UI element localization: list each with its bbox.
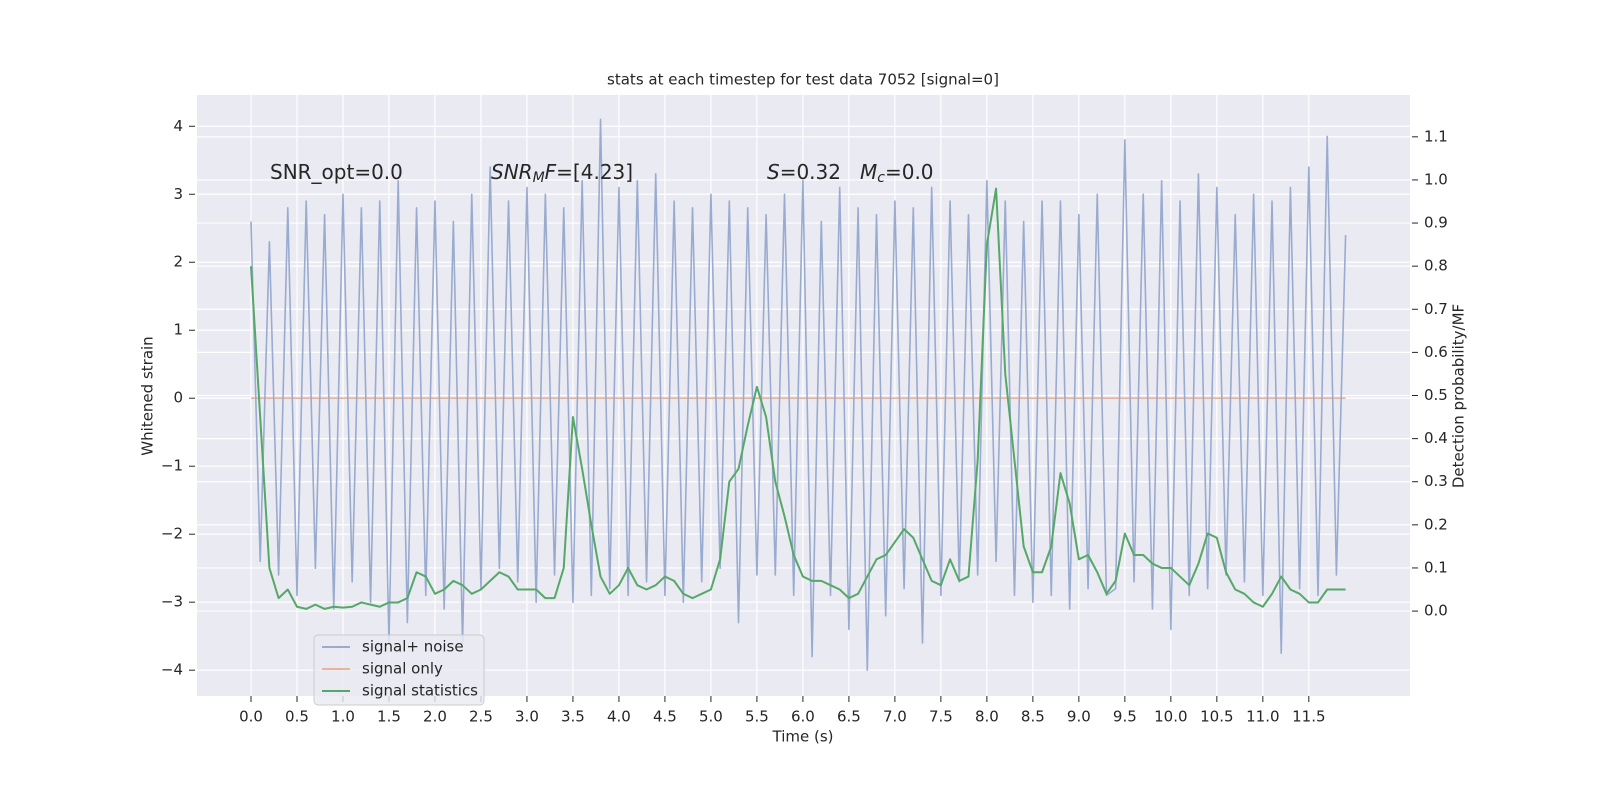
y2-tick-label: 0.1 [1424, 558, 1448, 576]
y-axis-label: Whitened strain [139, 336, 157, 455]
annotation-part: =0.0 [885, 160, 934, 184]
y-tick-label: 3 [173, 185, 183, 203]
y2-tick-label: 0.6 [1424, 343, 1448, 361]
x-tick-label: 0.0 [239, 708, 263, 726]
y-tick-label: 4 [173, 117, 183, 135]
series-line [249, 187, 1346, 610]
x-tick-label: 5.0 [699, 708, 723, 726]
y2-axis-label: Detection probability/MF [1450, 304, 1468, 488]
y2-tick-label: 0.2 [1424, 515, 1448, 533]
annotation-part: S [767, 160, 780, 184]
x-tick-label: 10.5 [1200, 708, 1233, 726]
annotation: Mc=0.0 [860, 160, 934, 187]
annotation-part: M [860, 160, 877, 184]
x-tick-label: 2.5 [469, 708, 493, 726]
x-tick-label: 10.0 [1154, 708, 1187, 726]
annotation-part: M [533, 170, 545, 186]
x-tick-label: 3.5 [561, 708, 585, 726]
x-tick-label: 1.0 [331, 708, 355, 726]
x-tick-label: 3.0 [515, 708, 539, 726]
y2-tick-label: 0.5 [1424, 386, 1448, 404]
annotation-part: =[4.23] [556, 160, 633, 184]
x-tick-label: 9.0 [1067, 708, 1091, 726]
annotation: SNR_opt=0.0 [270, 160, 403, 184]
y2-tick-label: 0.0 [1424, 602, 1448, 620]
annotation-part: SNR [491, 160, 533, 184]
y-tick-label: −4 [161, 661, 183, 679]
x-tick-label: 1.5 [377, 708, 401, 726]
x-tick-label: 9.5 [1113, 708, 1137, 726]
x-tick-label: 8.5 [1021, 708, 1045, 726]
x-tick-label: 7.0 [883, 708, 907, 726]
y-tick-label: 0 [173, 389, 183, 407]
x-tick-label: 6.0 [791, 708, 815, 726]
x-tick-label: 2.0 [423, 708, 447, 726]
x-tick-label: 4.5 [653, 708, 677, 726]
annotation-part: F [545, 160, 557, 184]
annotation-part: =0.32 [780, 160, 841, 184]
legend-label: signal+ noise [362, 638, 464, 656]
legend-label: signal statistics [362, 682, 478, 700]
y2-tick-label: 0.9 [1424, 214, 1448, 232]
annotation-part: c [877, 170, 885, 186]
x-tick-label: 11.0 [1246, 708, 1279, 726]
y-tick-label: 1 [173, 321, 183, 339]
x-tick-label: 11.5 [1292, 708, 1325, 726]
x-tick-label: 4.0 [607, 708, 631, 726]
x-tick-label: 7.5 [929, 708, 953, 726]
y2-tick-label: 0.8 [1424, 257, 1448, 275]
y2-tick-label: 1.0 [1424, 170, 1448, 188]
annotation: SNRMF=[4.23] [491, 160, 633, 187]
chart-title: stats at each timestep for test data 705… [607, 71, 999, 89]
y2-tick-label: 1.1 [1424, 127, 1448, 145]
y-tick-label: −3 [161, 593, 183, 611]
annotation-part: SNR_opt=0.0 [270, 160, 403, 184]
y-tick-label: −2 [161, 525, 183, 543]
labels: 0.0 0.5 1.0 1.5 2.0 2.5 3.0 3.5 4.0 4.5 5.0 5.5 6.0 6… [161, 117, 1448, 726]
x-tick-label: 0.5 [285, 708, 309, 726]
y-tick-label: −1 [161, 457, 183, 475]
x-tick-label: 6.5 [837, 708, 861, 726]
x-axis-label: Time (s) [772, 728, 834, 746]
marks [249, 118, 1347, 671]
legend-label: signal only [362, 660, 443, 678]
y2-tick-label: 0.3 [1424, 472, 1448, 490]
annotation: S=0.32 [767, 160, 841, 184]
x-tick-label: 8.0 [975, 708, 999, 726]
y-tick-label: 2 [173, 253, 183, 271]
y2-tick-label: 0.4 [1424, 429, 1448, 447]
series-line [250, 118, 1347, 671]
x-tick-label: 5.5 [745, 708, 769, 726]
legend-box [313, 634, 485, 706]
y2-tick-label: 0.7 [1424, 300, 1448, 318]
